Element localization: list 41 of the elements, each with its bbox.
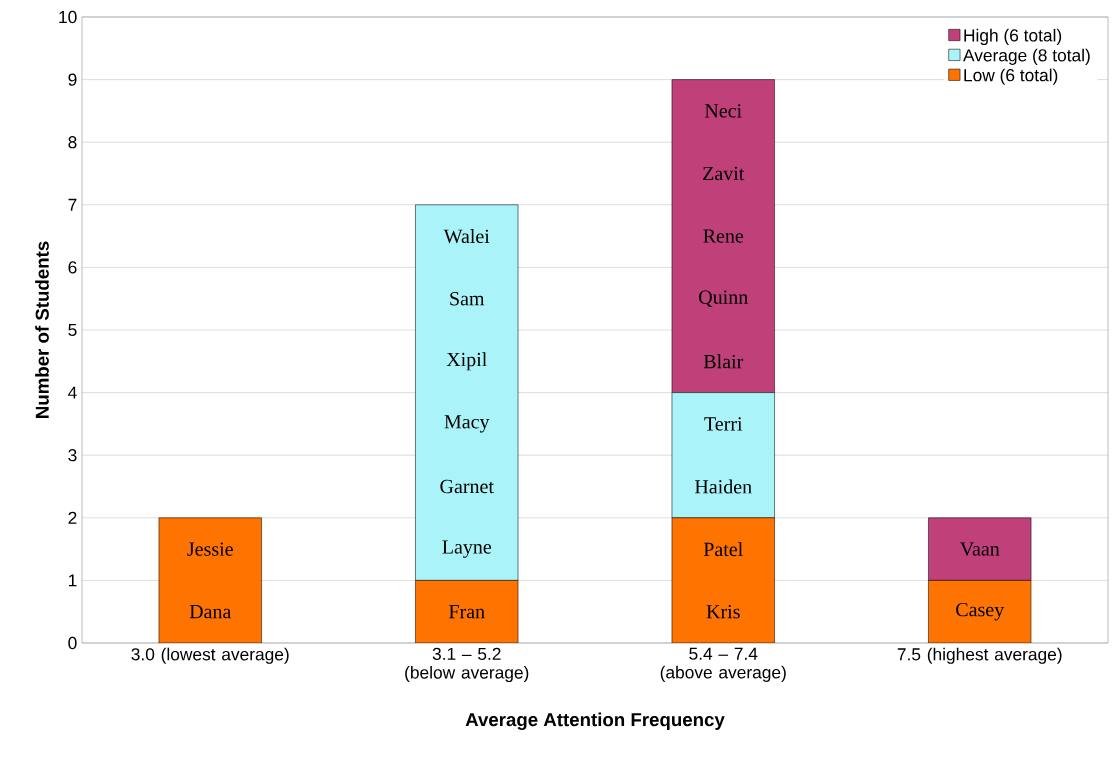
y-tick-label: 8 <box>68 136 77 149</box>
annotation: Quinn <box>699 290 748 307</box>
y-tick-label: 0 <box>68 636 77 650</box>
y-tick-label: 10 <box>59 10 77 24</box>
annotation: Casey <box>956 602 1005 621</box>
x-tick-label: 5.4 – 7.4 (above average) <box>660 647 786 682</box>
y-tick-label: 6 <box>68 261 77 274</box>
y-tick-label: 2 <box>68 511 77 524</box>
annotation: Garnet <box>440 479 494 494</box>
y-tick-label: 9 <box>68 73 77 86</box>
annotation: Xipil <box>446 352 487 371</box>
annotation: Macy <box>444 415 490 433</box>
y-tick-label: 5 <box>68 323 77 337</box>
y-tick-label: 4 <box>68 386 77 399</box>
annotation: Jessie <box>187 542 233 556</box>
y-tick-label: 3 <box>68 449 77 462</box>
annotation: Walei <box>443 229 490 244</box>
x-tick-label: 3.0 (lowest average) <box>131 647 289 664</box>
bar <box>158 517 262 643</box>
annotation: Zavit <box>703 166 745 181</box>
annotation: Haiden <box>694 479 752 494</box>
annotation: Patel <box>703 542 743 557</box>
annotation: Vaan <box>960 542 1000 556</box>
annotation: Neci <box>704 104 742 118</box>
annotation: Terri <box>704 417 743 431</box>
y-tick-label: 1 <box>68 574 77 587</box>
y-tick-label: 7 <box>68 198 77 211</box>
annotation: Layne <box>442 540 492 558</box>
annotation: Fran <box>449 605 485 619</box>
legend-label: Average (8 total) <box>963 48 1090 65</box>
legend-label: High (6 total) <box>964 28 1062 46</box>
annotation: Rene <box>703 229 744 243</box>
annotation: Blair <box>703 354 744 369</box>
annotation: Dana <box>189 605 232 619</box>
x-tick-label: 3.1 – 5.2 (below average) <box>405 647 529 683</box>
legend-label: Low (6 total) <box>964 68 1058 85</box>
y-axis-title: Number of Students <box>35 241 49 418</box>
annotation: Kris <box>706 604 740 619</box>
annotation: Sam <box>450 291 485 306</box>
x-tick-label: 7.5 (highest average) <box>897 647 1062 664</box>
x-axis-title: Average Attention Frequency <box>465 712 725 731</box>
